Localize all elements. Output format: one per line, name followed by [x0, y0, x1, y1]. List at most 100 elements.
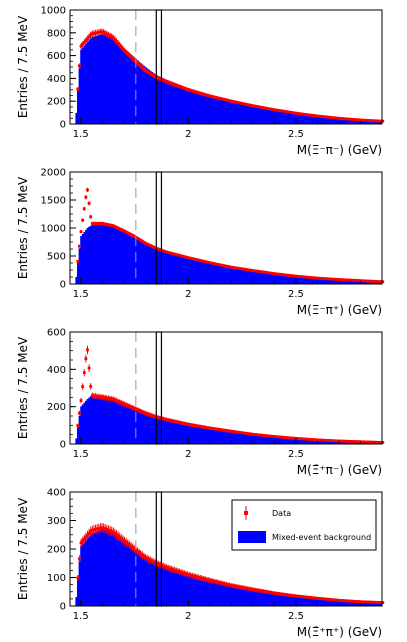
data-point — [374, 119, 378, 123]
data-point — [86, 37, 89, 41]
data-point — [308, 596, 312, 599]
data-point — [289, 436, 293, 440]
background-bar — [180, 571, 183, 606]
background-bar — [230, 431, 233, 444]
background-bar — [309, 115, 312, 124]
background-bar — [175, 421, 178, 444]
data-point — [137, 237, 141, 241]
background-bar — [307, 277, 310, 284]
background-bar — [202, 578, 205, 606]
data-point — [132, 547, 136, 551]
background-bar — [125, 50, 128, 125]
data-point — [197, 91, 201, 95]
background-bar — [278, 436, 281, 444]
data-point — [258, 433, 262, 437]
background-bar — [377, 120, 380, 124]
background-bar — [265, 272, 268, 284]
background-bar — [164, 418, 167, 444]
background-bar — [296, 596, 299, 606]
background-bar — [99, 34, 102, 124]
data-point — [291, 274, 294, 278]
background-bar — [131, 234, 134, 284]
data-point — [173, 420, 177, 423]
data-point — [229, 429, 233, 433]
background-bar — [133, 57, 136, 124]
legend-data-marker — [244, 511, 248, 515]
background-bar — [223, 430, 226, 444]
data-point — [307, 437, 310, 441]
data-point — [218, 581, 222, 585]
data-point — [194, 257, 198, 261]
background-bar — [325, 116, 328, 124]
background-bar — [220, 582, 223, 606]
background-bar — [141, 64, 144, 124]
data-point — [187, 423, 191, 426]
data-point — [310, 113, 314, 117]
background-bar — [280, 437, 283, 444]
y-tick-label: 100 — [47, 573, 66, 584]
background-bar — [91, 225, 94, 284]
background-bar — [212, 96, 215, 124]
data-point — [261, 106, 265, 110]
background-bar — [302, 114, 305, 124]
background-bar — [188, 88, 191, 124]
data-point — [247, 432, 251, 436]
data-point — [236, 101, 239, 104]
background-bar — [217, 97, 220, 124]
data-point — [136, 549, 139, 553]
data-point — [100, 526, 104, 530]
background-bar — [225, 266, 228, 284]
background-bar — [181, 572, 184, 606]
background-bar — [267, 435, 270, 444]
background-bar — [146, 557, 149, 606]
data-point — [231, 266, 235, 269]
data-point — [329, 116, 333, 119]
data-point — [299, 437, 302, 441]
background-bar — [130, 54, 133, 124]
data-point — [78, 557, 81, 561]
data-point — [87, 531, 91, 535]
background-bar — [328, 599, 331, 606]
data-point — [126, 52, 130, 56]
background-bar — [365, 280, 368, 284]
background-bar — [97, 530, 100, 606]
background-bar — [275, 110, 278, 124]
background-bar — [288, 437, 291, 444]
background-bar — [286, 594, 289, 606]
data-point — [78, 64, 81, 68]
background-bar — [265, 108, 268, 124]
data-point — [261, 589, 265, 593]
data-point — [249, 268, 252, 272]
data-point — [121, 538, 125, 542]
background-bar — [225, 583, 228, 606]
background-bar — [204, 261, 207, 284]
background-bar — [104, 223, 107, 284]
data-point — [241, 586, 244, 589]
background-bar — [149, 70, 152, 124]
x-tick-label: 2.5 — [288, 129, 304, 140]
data-point — [97, 395, 101, 399]
background-bar — [352, 601, 355, 606]
data-point — [329, 598, 333, 601]
background-bar — [315, 115, 318, 124]
data-point — [87, 201, 91, 205]
data-point — [355, 118, 359, 122]
background-bar — [141, 410, 144, 444]
background-bar — [202, 426, 205, 444]
background-bar — [312, 277, 315, 284]
y-axis-title: Entries / 7.5 MeV — [16, 497, 30, 600]
background-bar — [333, 117, 336, 124]
background-bar — [130, 233, 133, 284]
background-bar — [185, 257, 188, 284]
background-bar — [285, 274, 288, 284]
data-point — [197, 258, 201, 262]
background-bar — [96, 395, 99, 444]
data-point — [98, 526, 102, 530]
background-bar — [152, 73, 155, 124]
data-point — [200, 576, 204, 580]
background-bar — [89, 225, 92, 284]
data-point — [265, 106, 269, 110]
background-bar — [125, 403, 128, 444]
background-bar — [369, 602, 372, 606]
